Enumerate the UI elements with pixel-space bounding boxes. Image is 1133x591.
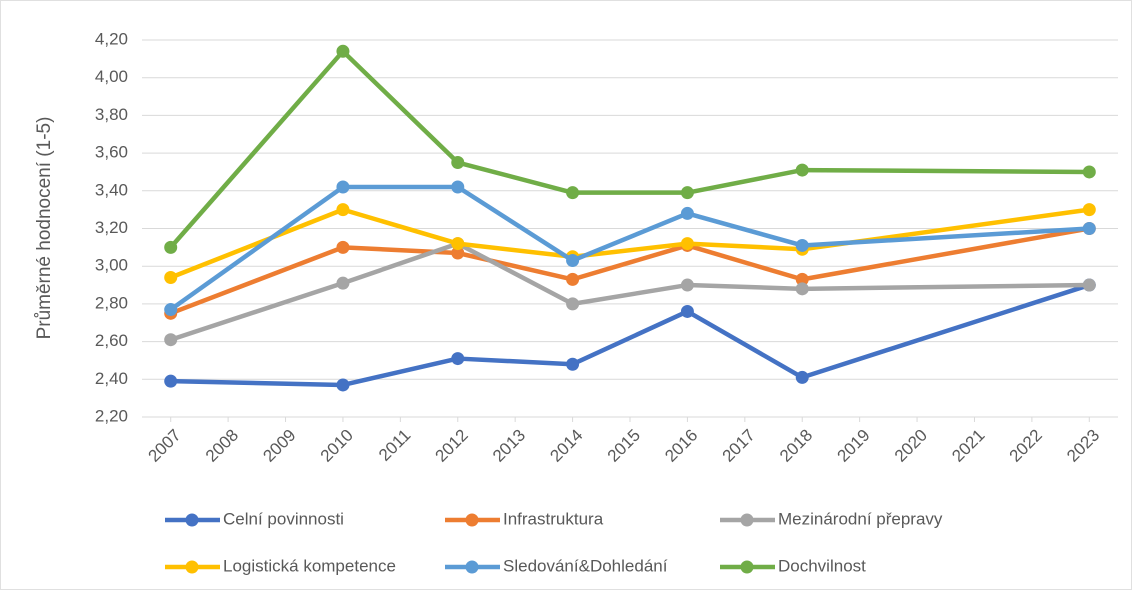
legend-marker	[465, 513, 479, 527]
legend-label: Dochvilnost	[778, 556, 866, 575]
y-tick-label: 4,00	[95, 67, 128, 86]
data-point	[566, 254, 580, 268]
data-point	[566, 297, 580, 311]
y-tick-label: 3,60	[95, 143, 128, 162]
y-tick-label: 4,20	[95, 29, 128, 48]
data-point	[336, 44, 350, 58]
data-point	[680, 237, 694, 251]
data-point	[795, 238, 809, 252]
data-point	[451, 352, 465, 366]
data-point	[680, 278, 694, 292]
legend-marker	[740, 560, 754, 574]
legend-marker	[465, 560, 479, 574]
legend-label: Celní povinnosti	[223, 509, 344, 528]
data-point	[795, 282, 809, 296]
y-tick-label: 2,40	[95, 369, 128, 388]
data-point	[451, 237, 465, 251]
legend-label: Logistická kompetence	[223, 556, 396, 575]
data-point	[566, 357, 580, 371]
data-point	[680, 206, 694, 220]
data-point	[795, 370, 809, 384]
data-point	[451, 246, 465, 260]
data-point	[1082, 203, 1096, 217]
y-tick-label: 2,20	[95, 406, 128, 425]
legend-label: Mezinárodní přepravy	[778, 509, 943, 528]
data-point	[164, 303, 178, 317]
data-point	[1082, 222, 1096, 235]
data-point	[680, 304, 694, 318]
data-point	[164, 240, 178, 254]
data-point	[451, 156, 465, 170]
data-point	[1082, 165, 1096, 179]
y-tick-label: 3,80	[95, 105, 128, 124]
y-tick-label: 3,00	[95, 256, 128, 275]
data-point	[795, 272, 809, 286]
y-axis-label: Průměrné hodnocení (1-5)	[34, 117, 55, 340]
data-point	[336, 378, 350, 392]
data-point	[336, 180, 350, 194]
legend-label: Sledování&Dohledání	[503, 556, 668, 575]
legend-label: Infrastruktura	[503, 509, 604, 528]
legend-marker	[740, 513, 754, 527]
y-tick-label: 3,20	[95, 218, 128, 237]
y-tick-label: 2,60	[95, 331, 128, 350]
legend-marker	[185, 513, 199, 527]
data-point	[336, 240, 350, 254]
data-point	[336, 203, 350, 217]
data-point	[680, 186, 694, 200]
data-point	[1082, 278, 1096, 292]
data-point	[164, 271, 178, 285]
data-point	[451, 180, 465, 194]
y-tick-label: 2,80	[95, 293, 128, 312]
data-point	[566, 186, 580, 200]
data-point	[164, 374, 178, 388]
data-point	[795, 163, 809, 177]
legend-marker	[185, 560, 199, 574]
data-point	[566, 272, 580, 286]
data-point	[164, 333, 178, 347]
y-tick-label: 3,40	[95, 180, 128, 199]
data-point	[336, 276, 350, 290]
